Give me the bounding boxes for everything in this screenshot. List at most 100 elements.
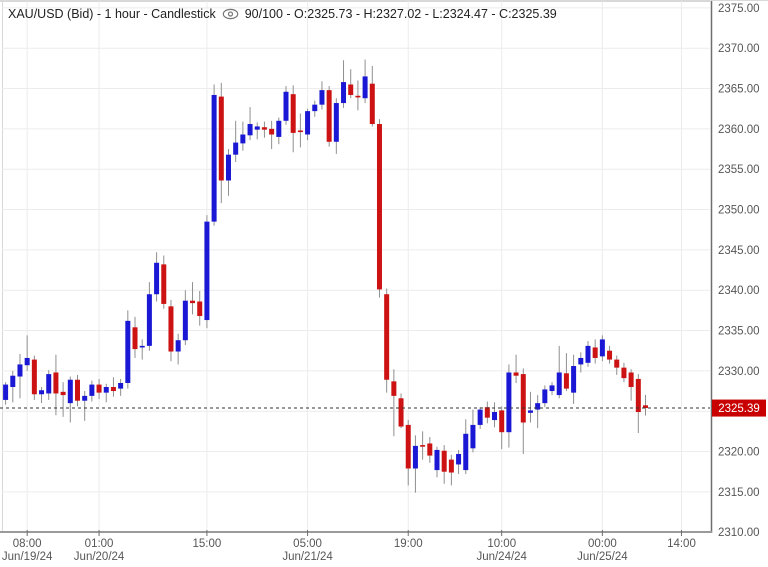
candle[interactable] [434, 446, 440, 478]
candle[interactable] [67, 376, 73, 423]
candle[interactable] [542, 385, 548, 408]
candle[interactable] [571, 354, 577, 404]
candle[interactable] [240, 121, 246, 151]
candle[interactable] [470, 409, 476, 453]
candle[interactable] [348, 69, 354, 99]
candle[interactable] [60, 382, 66, 417]
candle[interactable] [204, 215, 210, 329]
candle[interactable] [441, 445, 447, 484]
candle[interactable] [369, 65, 375, 127]
candle[interactable] [319, 81, 325, 110]
candle[interactable] [635, 374, 641, 433]
candle[interactable] [484, 401, 490, 424]
candle[interactable] [31, 355, 37, 400]
candle[interactable] [261, 121, 267, 138]
candle[interactable] [621, 362, 627, 383]
candle[interactable] [154, 252, 160, 302]
candle[interactable] [384, 288, 390, 393]
candle[interactable] [499, 406, 505, 450]
candle[interactable] [46, 370, 52, 400]
candle[interactable] [599, 335, 605, 362]
candle[interactable] [103, 383, 109, 403]
candle[interactable] [125, 310, 131, 389]
candle[interactable] [10, 370, 16, 403]
candle[interactable] [3, 382, 9, 405]
candle[interactable] [297, 113, 303, 148]
candle[interactable] [211, 84, 217, 226]
candle[interactable] [182, 290, 188, 346]
candle[interactable] [420, 431, 426, 460]
candle[interactable] [463, 419, 469, 475]
candle[interactable] [391, 369, 397, 437]
candle[interactable] [578, 352, 584, 373]
candle[interactable] [118, 378, 124, 396]
candle[interactable] [82, 391, 88, 421]
candle[interactable] [362, 59, 368, 104]
candle[interactable] [506, 364, 512, 448]
candle[interactable] [527, 391, 533, 423]
candle[interactable] [96, 378, 102, 400]
candle-body-up [556, 372, 562, 396]
candle[interactable] [535, 395, 541, 429]
eye-icon[interactable] [222, 8, 239, 20]
candle[interactable] [168, 299, 174, 362]
candle[interactable] [355, 80, 361, 111]
candle[interactable] [592, 339, 598, 364]
chart-legend[interactable]: XAU/USD (Bid) - 1 hour - Candlestick 90/… [8, 5, 557, 23]
candle[interactable] [333, 98, 339, 154]
candle[interactable] [585, 341, 591, 367]
candle[interactable] [549, 382, 555, 396]
candle[interactable] [643, 394, 649, 416]
candle[interactable] [492, 402, 498, 428]
candle[interactable] [269, 120, 275, 150]
candle[interactable] [628, 369, 634, 401]
candle[interactable] [218, 82, 224, 204]
candle-body-down [513, 372, 519, 376]
candle[interactable] [161, 255, 167, 309]
candle[interactable] [225, 149, 231, 196]
candle[interactable] [197, 291, 203, 326]
candle[interactable] [448, 454, 454, 486]
price-axis-label: 2365.00 [718, 84, 760, 96]
candle[interactable] [39, 387, 45, 404]
candle-body-up [578, 357, 584, 365]
candle[interactable] [175, 333, 181, 365]
candle[interactable] [132, 316, 138, 358]
candle[interactable] [513, 354, 519, 383]
candle[interactable] [276, 117, 282, 145]
candle[interactable] [247, 107, 253, 141]
candle[interactable] [290, 85, 296, 153]
candle-body-up [477, 409, 483, 425]
candle[interactable] [607, 345, 613, 364]
candle[interactable] [614, 355, 620, 375]
candle[interactable] [89, 380, 95, 402]
candle[interactable] [254, 122, 260, 140]
candle[interactable] [312, 100, 318, 117]
candle[interactable] [456, 449, 462, 475]
candle[interactable] [305, 108, 311, 141]
candle[interactable] [405, 420, 411, 486]
price-axis-label: 2350.00 [718, 205, 760, 217]
candle[interactable] [477, 407, 483, 429]
candle[interactable] [190, 282, 196, 315]
candle[interactable] [556, 345, 562, 399]
candle[interactable] [74, 374, 80, 407]
candle[interactable] [146, 282, 152, 351]
candle[interactable] [233, 120, 239, 162]
candle[interactable] [17, 353, 23, 399]
candle-body-up [470, 424, 476, 449]
candle[interactable] [341, 60, 347, 108]
candle[interactable] [520, 368, 526, 454]
candle[interactable] [283, 86, 289, 125]
candle[interactable] [376, 119, 382, 298]
candle[interactable] [139, 339, 145, 360]
candle[interactable] [427, 437, 433, 463]
candle[interactable] [412, 435, 418, 493]
candle[interactable] [326, 86, 332, 147]
candle[interactable] [563, 353, 569, 392]
candle[interactable] [24, 335, 30, 371]
candle[interactable] [110, 377, 116, 397]
candle[interactable] [398, 393, 404, 429]
candle[interactable] [53, 354, 59, 416]
